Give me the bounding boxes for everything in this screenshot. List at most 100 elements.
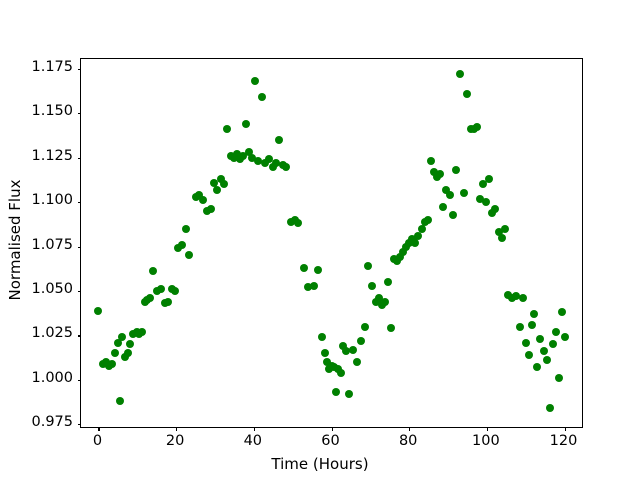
x-axis-tick-label: 120 <box>549 433 578 449</box>
y-axis-tick-mark <box>77 379 81 381</box>
scatter-point <box>261 159 270 167</box>
x-axis-tick-mark <box>331 427 333 431</box>
scatter-point <box>116 397 125 406</box>
scatter-point <box>213 185 222 194</box>
scatter-point <box>383 278 392 287</box>
y-axis-tick-label: 1.175 <box>31 58 73 75</box>
scatter-point <box>235 155 244 164</box>
scatter-point <box>304 283 313 292</box>
scatter-point <box>120 352 129 361</box>
scatter-point <box>368 281 377 290</box>
scatter-point <box>146 294 155 303</box>
scatter-point <box>536 335 545 343</box>
scatter-point <box>310 281 319 290</box>
y-axis-tick-label: 0.975 <box>31 414 73 431</box>
scatter-point <box>257 93 266 102</box>
y-axis-label-container: Normalised Flux <box>0 0 30 480</box>
x-axis-tick-label: 60 <box>321 433 340 449</box>
y-axis-tick-label: 1.150 <box>31 103 73 120</box>
scatter-point <box>494 228 503 237</box>
scatter-point <box>448 210 457 219</box>
scatter-point <box>94 306 103 315</box>
scatter-point <box>195 191 204 199</box>
scatter-point <box>300 263 309 272</box>
scatter-point <box>405 239 414 247</box>
scatter-point <box>313 265 322 274</box>
scatter-point <box>485 175 494 183</box>
scatter-point <box>445 191 454 199</box>
scatter-point <box>242 119 251 128</box>
x-axis-tick-label: 80 <box>398 433 418 449</box>
scatter-point <box>210 178 219 187</box>
y-axis-tick-mark <box>77 157 81 159</box>
scatter-point <box>542 356 551 365</box>
scatter-point <box>475 194 484 203</box>
x-axis-tick-mark <box>409 427 411 431</box>
scatter-point <box>411 239 420 247</box>
scatter-point <box>558 308 567 317</box>
scatter-point <box>126 340 135 349</box>
y-axis-tick-mark <box>77 291 81 293</box>
scatter-point <box>524 351 533 359</box>
scatter-point <box>551 327 560 336</box>
scatter-point <box>156 285 165 294</box>
scatter-point <box>113 338 122 347</box>
scatter-point <box>177 240 186 249</box>
scatter-point <box>275 135 284 144</box>
scatter-point <box>181 224 190 233</box>
scatter-point <box>342 347 351 356</box>
scatter-point <box>148 267 157 276</box>
y-axis-tick-mark <box>77 335 81 337</box>
y-axis-tick-mark <box>77 113 81 115</box>
scatter-point <box>294 219 303 228</box>
scatter-point <box>248 153 257 162</box>
scatter-point <box>503 290 512 299</box>
scatter-point <box>232 150 241 159</box>
scatter-point <box>174 244 183 253</box>
scatter-point <box>220 180 229 189</box>
scatter-point <box>426 157 435 166</box>
y-axis-tick-mark <box>77 246 81 248</box>
y-axis-tick-label: 1.125 <box>31 147 73 164</box>
scatter-point <box>356 336 365 345</box>
x-axis-tick-mark <box>98 427 100 431</box>
scatter-point <box>561 333 570 342</box>
scatter-point <box>117 333 126 342</box>
scatter-point <box>478 180 487 189</box>
scatter-point <box>488 208 497 217</box>
scatter-point <box>223 125 232 134</box>
x-axis-tick-label: 20 <box>165 433 185 449</box>
x-axis-tick-label: 0 <box>92 433 103 449</box>
scatter-point <box>329 363 338 372</box>
scatter-point <box>107 359 116 368</box>
scatter-point <box>511 292 520 301</box>
scatter-point <box>332 388 341 397</box>
scatter-point <box>491 205 500 214</box>
scatter-point <box>545 404 554 413</box>
scatter-point <box>392 256 401 265</box>
y-axis-tick-mark <box>77 68 81 70</box>
y-axis-tick-mark <box>77 202 81 204</box>
scatter-point <box>442 185 451 194</box>
scatter-point <box>515 322 524 331</box>
scatter-point <box>216 175 225 183</box>
scatter-point <box>272 159 281 167</box>
scatter-point <box>386 324 395 333</box>
scatter-point <box>110 349 119 358</box>
scatter-point <box>430 167 439 176</box>
scatter-point <box>251 77 260 86</box>
scatter-point <box>229 153 238 162</box>
scatter-point <box>482 198 491 207</box>
scatter-point <box>238 151 247 160</box>
x-axis-tick-mark <box>486 427 488 431</box>
scatter-point <box>500 224 509 233</box>
scatter-point <box>254 157 263 166</box>
scatter-point <box>265 155 274 164</box>
x-axis-tick-label: 40 <box>243 433 263 449</box>
x-axis-label: Time (Hours) <box>271 455 369 473</box>
scatter-point <box>352 358 361 367</box>
y-axis-tick-label: 1.025 <box>31 325 73 342</box>
scatter-point <box>322 358 331 367</box>
scatter-point <box>548 340 557 349</box>
